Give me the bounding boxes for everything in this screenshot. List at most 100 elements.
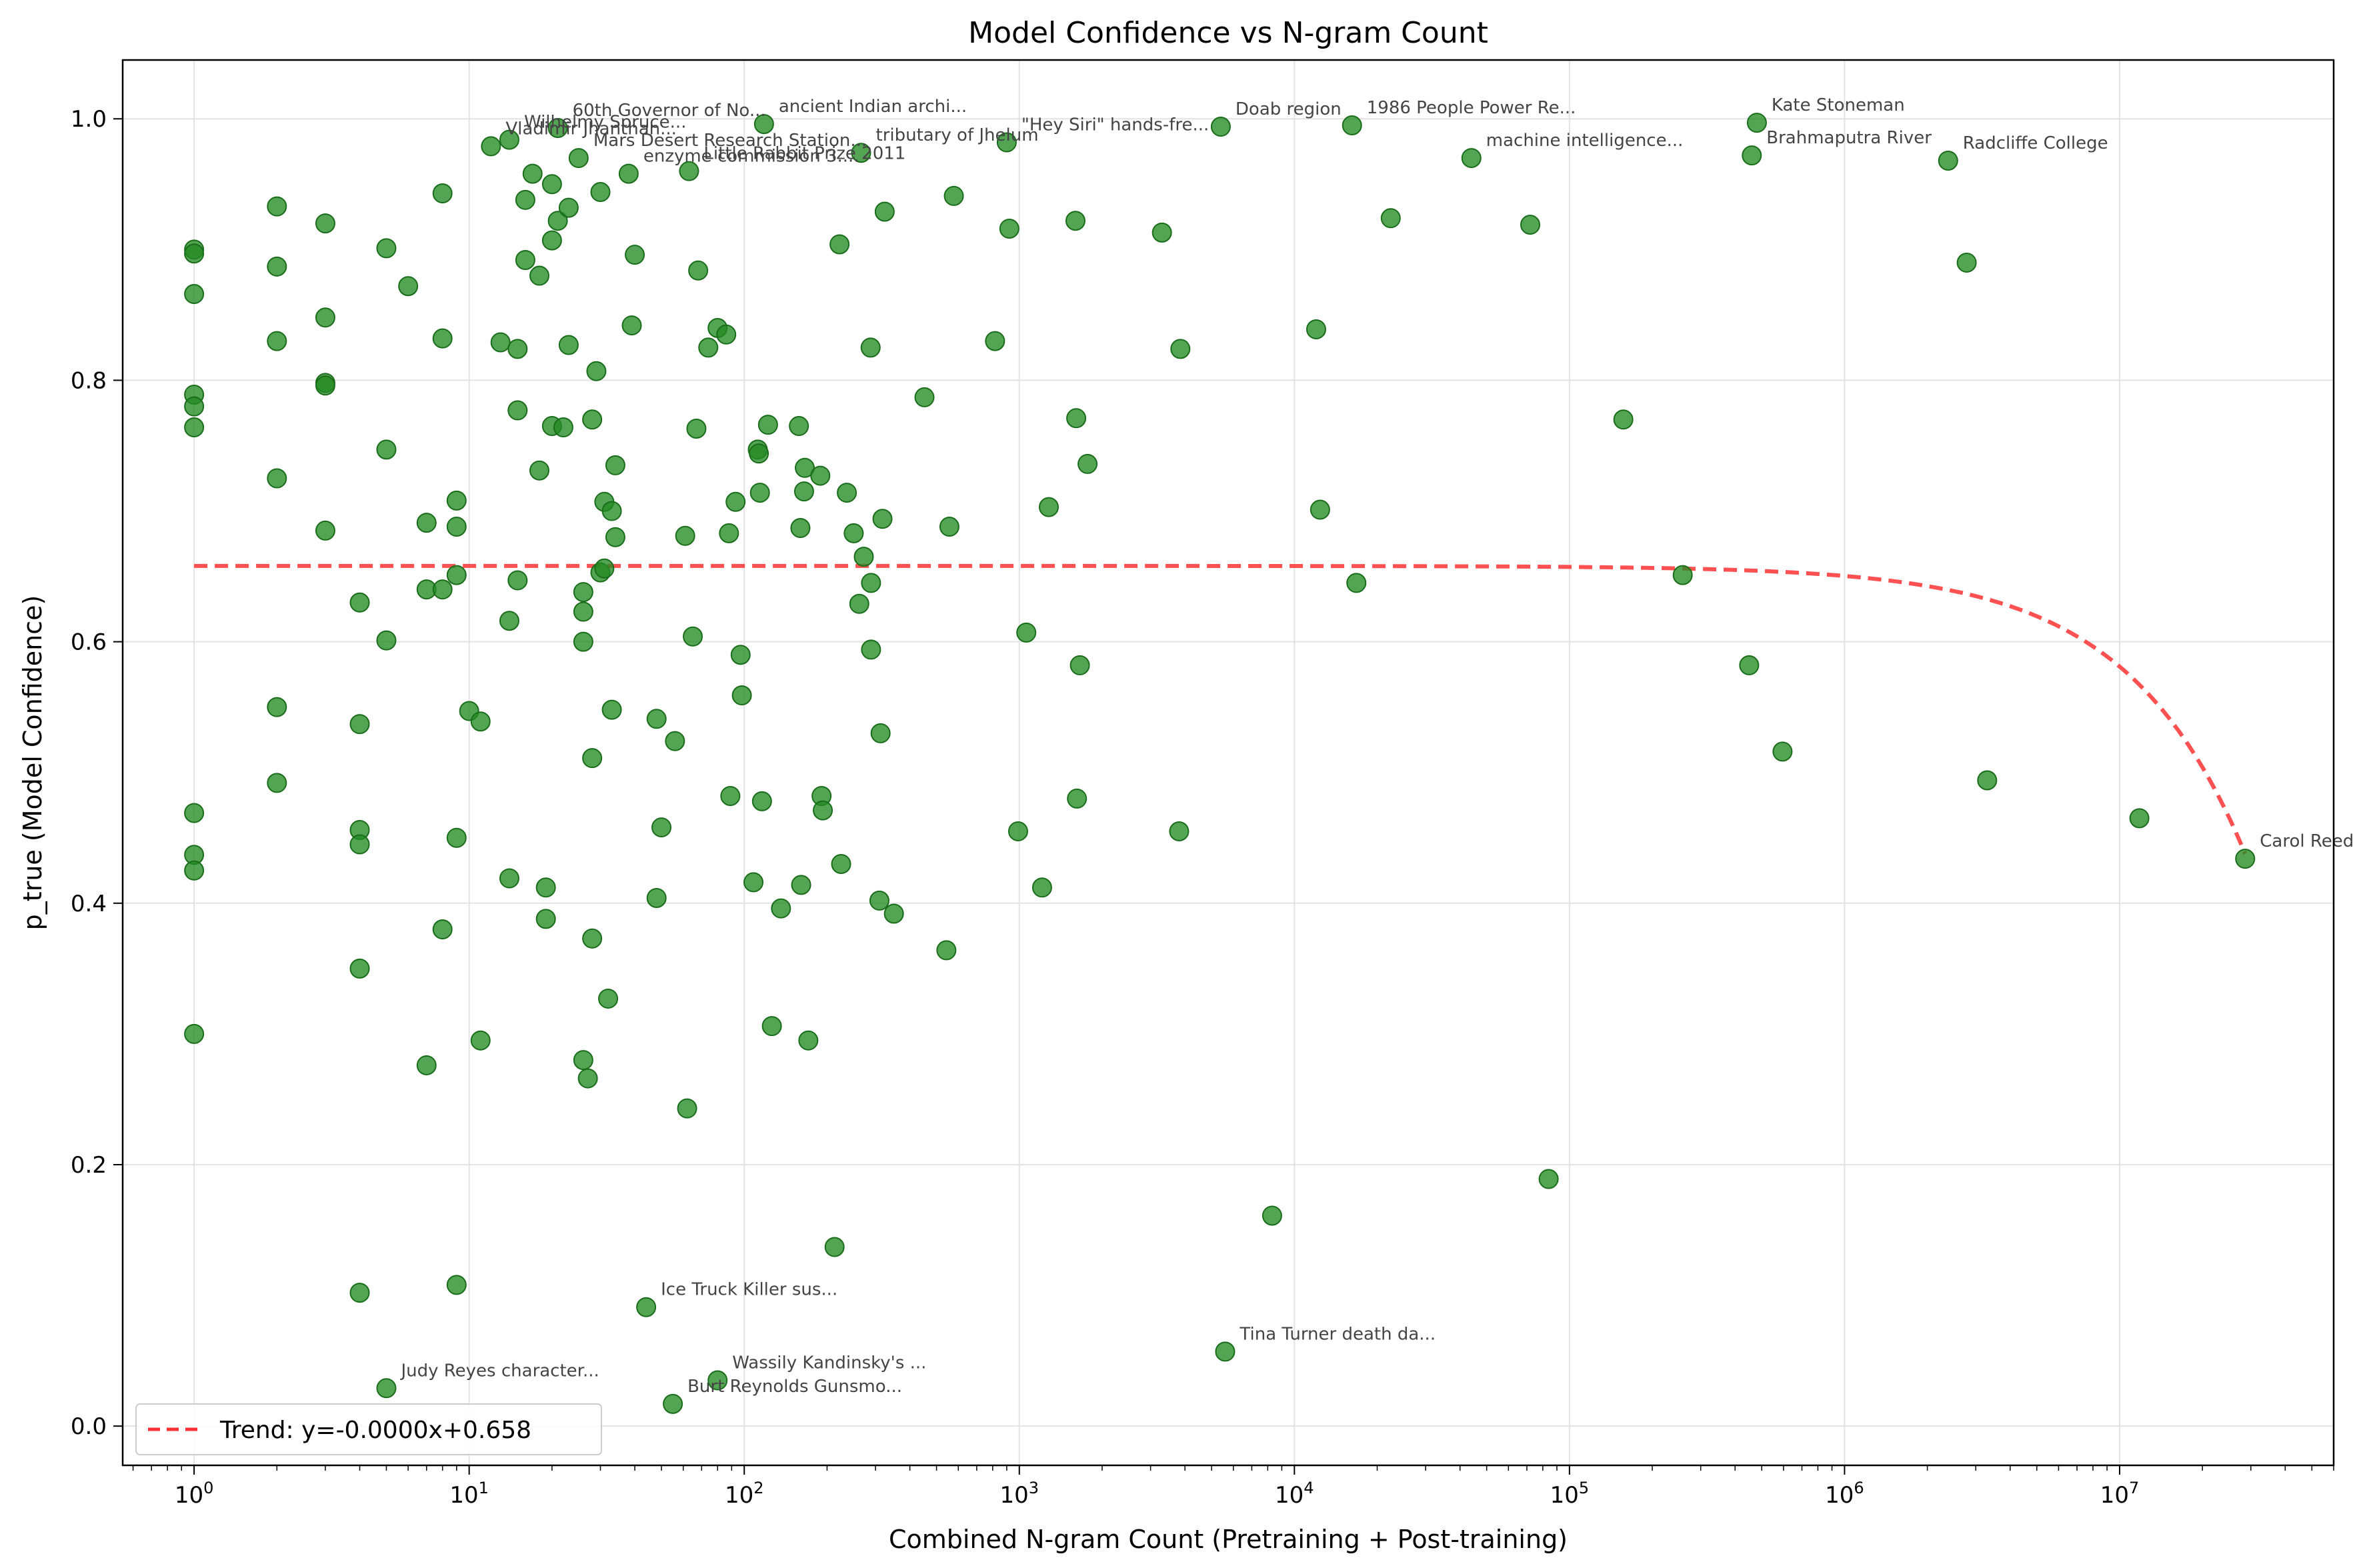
- y-axis-title: p_true (Model Confidence): [18, 595, 47, 931]
- data-point: [184, 803, 205, 823]
- point-annotation: Tina Turner death da...: [1239, 1324, 1436, 1344]
- point-annotation: Kate Stoneman: [1772, 95, 1905, 115]
- data-point: [771, 898, 791, 919]
- data-point: [470, 1030, 491, 1051]
- data-point: [872, 509, 893, 529]
- data-point: [1742, 145, 1762, 166]
- data-point: [470, 711, 491, 732]
- data-point: [861, 573, 881, 593]
- data-point: [851, 143, 871, 163]
- y-tick-label: 0.4: [71, 891, 107, 917]
- data-point: [605, 527, 625, 547]
- data-point: [1067, 788, 1087, 809]
- data-point: [605, 455, 625, 475]
- data-point: [753, 114, 774, 135]
- data-point: [553, 417, 573, 438]
- data-point: [651, 817, 672, 838]
- data-point: [558, 197, 579, 218]
- data-point: [1169, 821, 1190, 841]
- data-point: [598, 988, 619, 1009]
- x-axis-title: Combined N-gram Count (Pretraining + Pos…: [889, 1525, 1568, 1554]
- data-point: [586, 361, 607, 381]
- data-point: [432, 328, 453, 349]
- data-point: [870, 723, 891, 743]
- data-point: [432, 579, 453, 600]
- grid: [123, 60, 2334, 1465]
- data-point: [499, 868, 519, 889]
- trend-layer: [194, 563, 2247, 855]
- data-point: [874, 201, 895, 222]
- data-point: [837, 483, 857, 503]
- data-point: [594, 558, 615, 579]
- legend: Trend: y=-0.0000x+0.658: [135, 1403, 602, 1455]
- data-point: [1066, 408, 1087, 429]
- data-point: [789, 416, 809, 437]
- data-point: [184, 243, 205, 264]
- data-point: [541, 230, 562, 251]
- x-tick-label: 103: [999, 1479, 1039, 1509]
- data-point: [1772, 741, 1793, 762]
- data-point: [1613, 409, 1634, 430]
- data-point: [1170, 339, 1191, 359]
- point-annotation: Brahmaputra River: [1766, 128, 1932, 148]
- data-point: [1016, 622, 1037, 643]
- data-point: [481, 136, 501, 157]
- data-point: [688, 260, 709, 281]
- data-point: [749, 443, 769, 464]
- data-point: [831, 853, 851, 874]
- data-point: [577, 1068, 598, 1089]
- data-point: [267, 697, 287, 717]
- x-tick-label: 106: [1825, 1479, 1864, 1509]
- data-point: [757, 415, 778, 435]
- data-point: [985, 331, 1005, 351]
- data-point: [1956, 252, 1977, 273]
- data-point: [914, 387, 935, 407]
- data-point: [936, 940, 957, 961]
- data-point: [601, 501, 622, 521]
- data-point: [446, 490, 467, 511]
- data-point: [558, 335, 579, 355]
- data-point: [1380, 208, 1401, 229]
- data-point: [535, 877, 556, 898]
- ticks-layer: 100 101 102 103 104 105 106 107 0.0 0.2 0.4 0.6 0.8 1…: [71, 106, 2334, 1509]
- data-point: [267, 331, 287, 351]
- data-point: [541, 174, 562, 195]
- data-point: [349, 714, 370, 735]
- x-tick-label: 107: [2100, 1479, 2140, 1509]
- trend-line: [194, 563, 2247, 855]
- data-point: [829, 234, 850, 255]
- data-point: [184, 860, 205, 881]
- points-layer: [184, 113, 2256, 1414]
- point-annotation: Carol Reed: [2260, 831, 2354, 851]
- data-point: [1215, 1341, 1236, 1362]
- data-point: [725, 491, 746, 512]
- data-point: [184, 284, 205, 305]
- data-point: [601, 699, 622, 720]
- data-point: [824, 1237, 845, 1257]
- data-point: [547, 211, 568, 231]
- data-point: [677, 1098, 697, 1119]
- data-point: [184, 396, 205, 417]
- data-point: [869, 890, 889, 911]
- data-point: [1007, 821, 1028, 841]
- data-point: [432, 919, 453, 940]
- data-point: [1210, 117, 1231, 137]
- data-point: [719, 523, 739, 543]
- data-point: [490, 332, 511, 353]
- data-point: [315, 375, 335, 396]
- data-point: [267, 256, 287, 277]
- data-point: [679, 161, 699, 181]
- data-point: [860, 337, 881, 358]
- data-point: [743, 872, 764, 893]
- y-tick-label: 0.2: [71, 1152, 107, 1179]
- y-tick-label: 0.6: [71, 629, 107, 656]
- data-point: [1077, 453, 1098, 474]
- data-point: [1151, 222, 1172, 243]
- x-tick-label: 104: [1275, 1479, 1314, 1509]
- data-point: [398, 276, 419, 297]
- x-tick-label: 105: [1550, 1479, 1590, 1509]
- data-point: [1038, 497, 1059, 517]
- data-point: [1346, 573, 1367, 593]
- point-annotation: machine intelligence...: [1486, 131, 1684, 151]
- data-point: [499, 611, 519, 631]
